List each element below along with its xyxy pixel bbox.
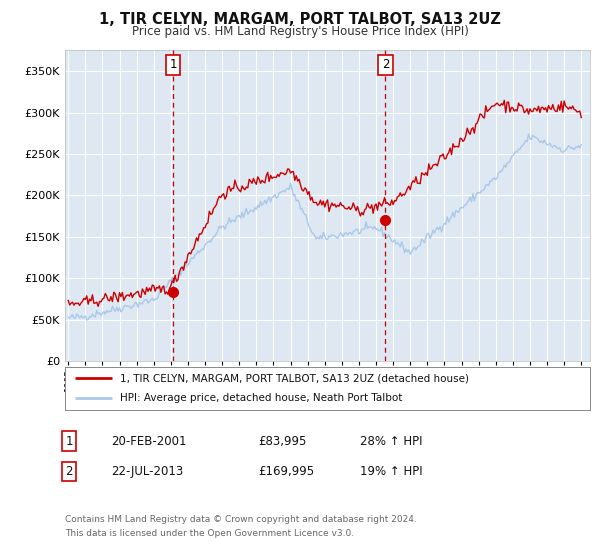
Text: 22-JUL-2013: 22-JUL-2013 bbox=[111, 465, 183, 478]
Text: £169,995: £169,995 bbox=[258, 465, 314, 478]
Text: This data is licensed under the Open Government Licence v3.0.: This data is licensed under the Open Gov… bbox=[65, 529, 354, 538]
Text: 1: 1 bbox=[65, 435, 73, 448]
Text: 1, TIR CELYN, MARGAM, PORT TALBOT, SA13 2UZ: 1, TIR CELYN, MARGAM, PORT TALBOT, SA13 … bbox=[99, 12, 501, 27]
Text: 2: 2 bbox=[65, 465, 73, 478]
Text: Contains HM Land Registry data © Crown copyright and database right 2024.: Contains HM Land Registry data © Crown c… bbox=[65, 515, 416, 524]
Text: 2: 2 bbox=[382, 58, 389, 71]
Text: 19% ↑ HPI: 19% ↑ HPI bbox=[360, 465, 422, 478]
Text: £83,995: £83,995 bbox=[258, 435, 307, 448]
Text: 1, TIR CELYN, MARGAM, PORT TALBOT, SA13 2UZ (detached house): 1, TIR CELYN, MARGAM, PORT TALBOT, SA13 … bbox=[120, 374, 469, 384]
Text: HPI: Average price, detached house, Neath Port Talbot: HPI: Average price, detached house, Neat… bbox=[120, 393, 403, 403]
Text: Price paid vs. HM Land Registry's House Price Index (HPI): Price paid vs. HM Land Registry's House … bbox=[131, 25, 469, 38]
Text: 20-FEB-2001: 20-FEB-2001 bbox=[111, 435, 187, 448]
Text: 28% ↑ HPI: 28% ↑ HPI bbox=[360, 435, 422, 448]
Text: 1: 1 bbox=[169, 58, 177, 71]
